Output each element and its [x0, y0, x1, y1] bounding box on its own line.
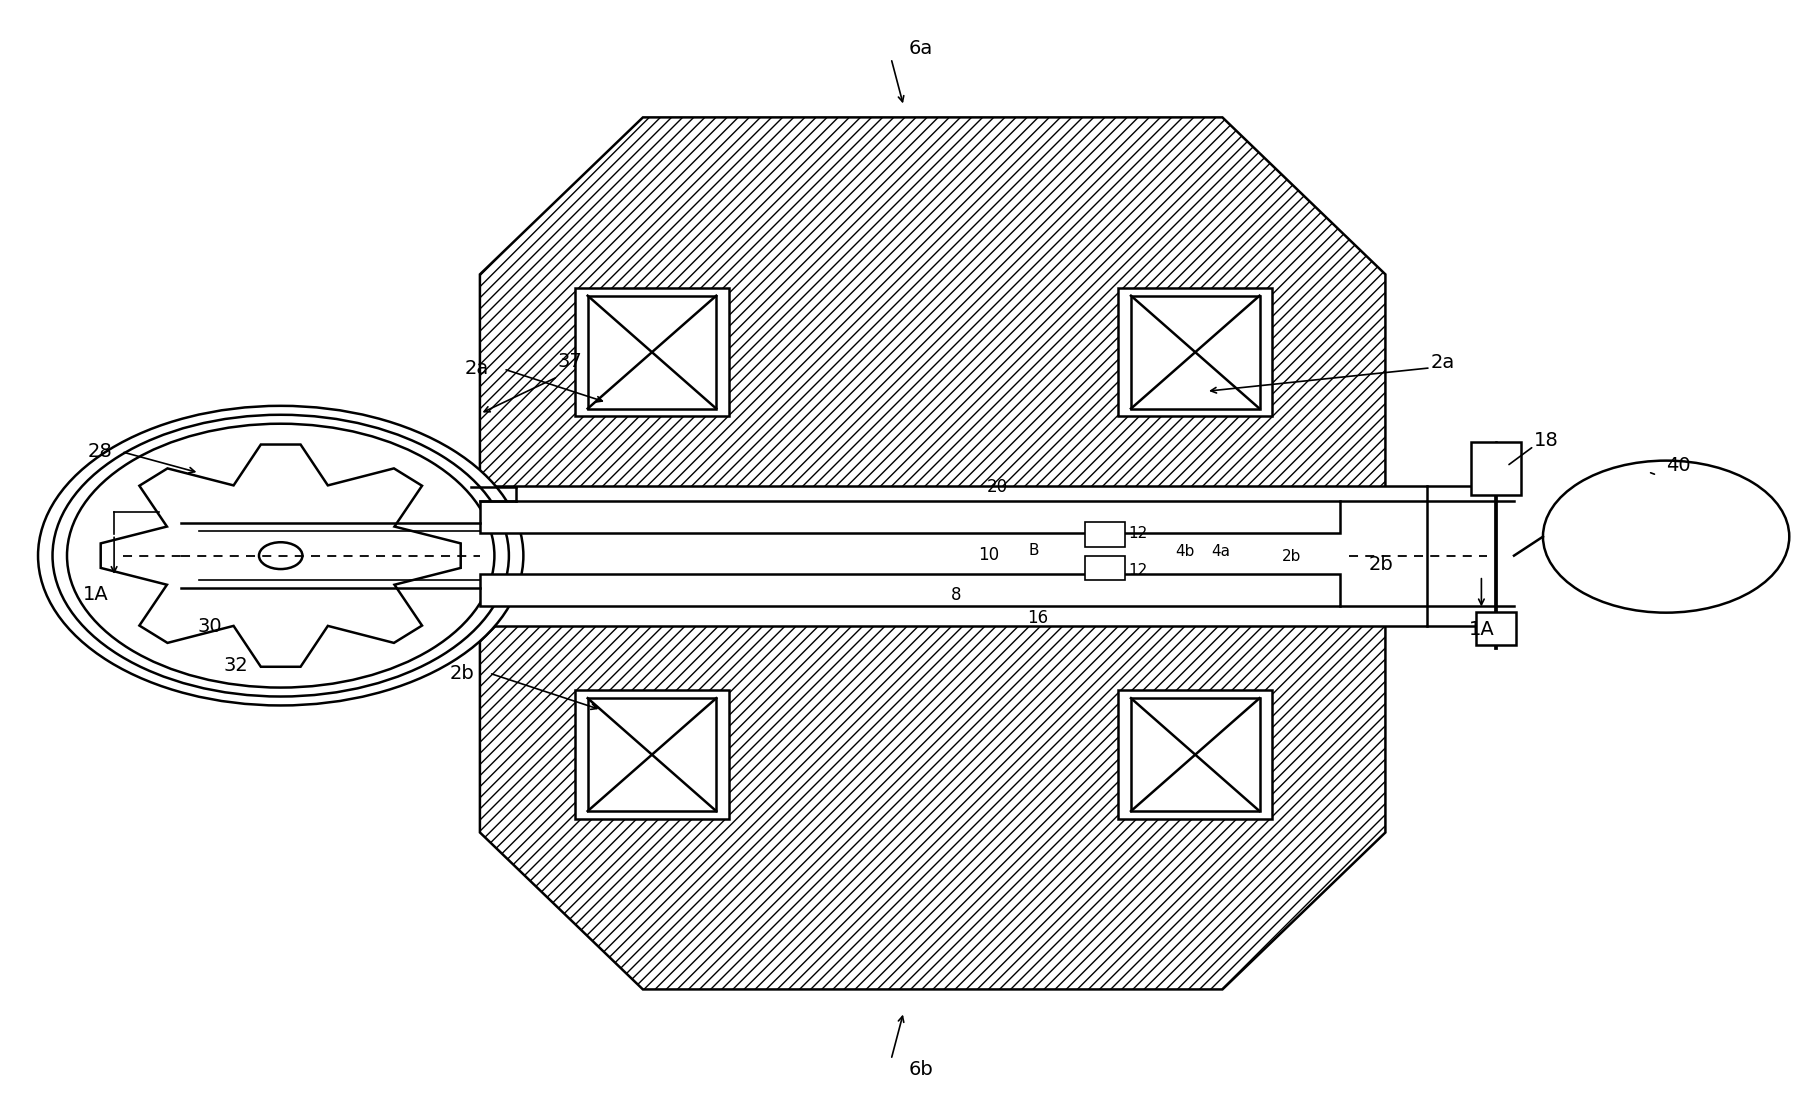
Text: 4a: 4a [1212, 543, 1230, 559]
Bar [1471, 442, 1521, 495]
Polygon shape [576, 287, 728, 416]
Circle shape [259, 542, 302, 569]
Polygon shape [1130, 698, 1260, 812]
Text: 20: 20 [987, 479, 1009, 496]
Text: 37: 37 [558, 352, 583, 371]
Text: 16: 16 [1027, 609, 1049, 627]
Polygon shape [587, 698, 715, 812]
Polygon shape [480, 117, 1385, 989]
Text: 10: 10 [978, 546, 1000, 563]
Polygon shape [576, 690, 728, 818]
Text: 12: 12 [1128, 562, 1148, 578]
Text: 40: 40 [1666, 456, 1691, 475]
Text: 2b: 2b [1282, 549, 1302, 565]
Circle shape [1543, 461, 1789, 613]
Text: 6a: 6a [909, 39, 933, 58]
Bar [1085, 522, 1125, 547]
Text: 4b: 4b [1175, 543, 1195, 559]
Polygon shape [480, 574, 1340, 606]
Bar [1476, 612, 1516, 645]
Polygon shape [587, 295, 715, 408]
Text: 28: 28 [87, 443, 112, 461]
Text: 6b: 6b [909, 1060, 934, 1079]
Polygon shape [480, 501, 1340, 533]
Text: 1A: 1A [1469, 620, 1494, 639]
Polygon shape [480, 486, 1427, 626]
Text: 2a: 2a [1431, 353, 1454, 371]
Text: 1A: 1A [83, 585, 109, 604]
Polygon shape [1119, 287, 1271, 416]
Text: 8: 8 [951, 586, 962, 604]
Polygon shape [1119, 690, 1271, 818]
Bar [1085, 556, 1125, 580]
Text: 12: 12 [1128, 525, 1148, 541]
Circle shape [38, 406, 523, 705]
Text: 2b: 2b [449, 664, 474, 682]
Text: 2a: 2a [465, 360, 489, 378]
Text: B: B [1029, 542, 1040, 558]
Polygon shape [1130, 295, 1260, 408]
Text: 18: 18 [1534, 432, 1559, 449]
Polygon shape [101, 445, 460, 666]
Text: 2b: 2b [1369, 556, 1394, 574]
Text: 32: 32 [223, 656, 248, 675]
Text: 30: 30 [197, 617, 223, 636]
